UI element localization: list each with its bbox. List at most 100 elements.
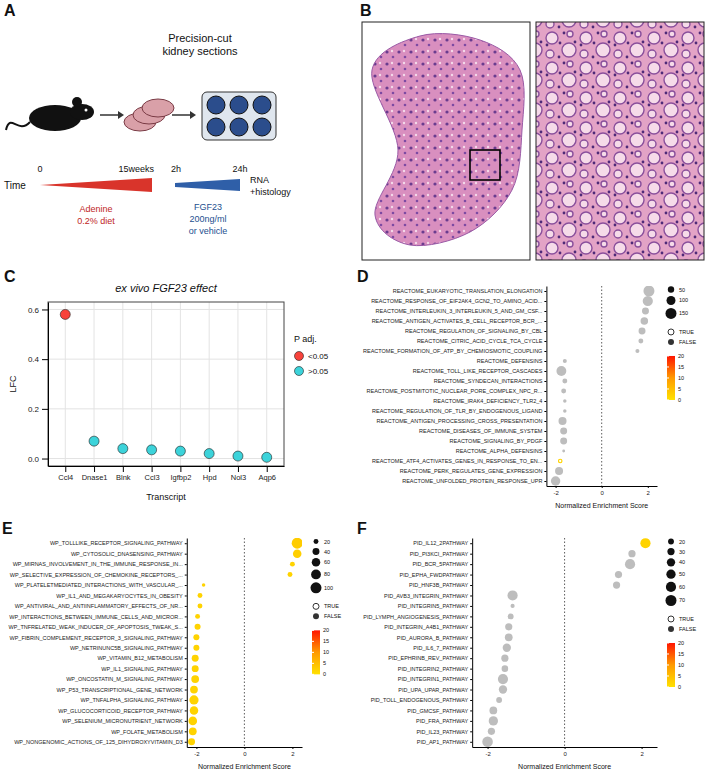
mouse-ear xyxy=(72,97,82,107)
point xyxy=(193,634,199,640)
point xyxy=(508,590,518,600)
tick: REACTOME_SYNDECAN_INTERACTIONS xyxy=(434,378,547,384)
zoom-box xyxy=(470,150,500,180)
point xyxy=(175,446,185,456)
tick-mark xyxy=(544,391,546,392)
legend-label: 50 xyxy=(679,287,685,293)
axis-line xyxy=(48,303,49,467)
colorbar xyxy=(667,356,675,400)
tick-label: WP_VITAMIN_B12_METABOLISM xyxy=(97,655,183,661)
tick: WP_GLUCOCORTICOID_RECEPTOR_PATHWAY xyxy=(58,708,187,714)
tick: -2 xyxy=(485,747,491,757)
panel-letter: F xyxy=(357,520,367,537)
tick-label: -2 xyxy=(553,490,559,496)
legend-label: 100 xyxy=(324,585,333,591)
tick: REACTOME_DEFENSINS xyxy=(477,358,547,364)
tick-label: 2 xyxy=(647,490,651,496)
tick: REACTOME_INTERLEUKIN_3_INTERLEUKIN_5_AND… xyxy=(376,308,547,314)
tick: Aqp6 xyxy=(258,466,276,482)
treatment: 200ng/ml xyxy=(189,214,226,224)
axis-line xyxy=(473,747,658,748)
point xyxy=(288,572,293,577)
colorbar-tick xyxy=(667,399,669,400)
tick: WP_PLATELETMEDIATED_INTERACTIONS_WITH_VA… xyxy=(15,582,187,588)
point xyxy=(489,716,498,725)
legend-size-key xyxy=(311,582,322,593)
tick-mark xyxy=(185,731,187,732)
point xyxy=(189,727,197,735)
axis: PID_IL12_2PATHWAYPID_PI3KCI_PATHWAYPID_B… xyxy=(363,539,472,748)
tick: PID_IL6_7_PATHWAY xyxy=(413,645,472,651)
tick-mark xyxy=(544,331,546,332)
tick-mark xyxy=(544,361,546,362)
tick-label: REACTOME_DISEASES_OF_IMMUNE_SYSTEM xyxy=(419,428,543,434)
plot-background xyxy=(48,302,284,466)
tick-label: PID_UPA_UPAR_PATHWAY xyxy=(398,687,468,693)
kidney-section xyxy=(372,34,524,246)
point xyxy=(635,349,639,353)
tick: REACTOME_REGULATION_OF_TLR_BY_ENDOGENOUS… xyxy=(372,408,546,414)
legend-shape-key xyxy=(668,626,674,632)
tick-mark xyxy=(65,466,66,472)
tick-label: PID_IL12_2PATHWAY xyxy=(413,540,468,546)
tick: WP_P53_TRANSCRIPTIONAL_GENE_NETWORK xyxy=(57,687,187,693)
point xyxy=(563,409,566,412)
point xyxy=(640,538,650,548)
tick: Nol3 xyxy=(231,466,246,482)
legend-label: 50 xyxy=(679,571,685,577)
axis: -2 0 2 xyxy=(547,486,658,496)
legend-label: 100 xyxy=(679,297,688,303)
point xyxy=(118,444,128,454)
tick-mark xyxy=(544,301,546,302)
point xyxy=(482,736,493,747)
well xyxy=(230,118,248,136)
tick-mark xyxy=(470,616,472,617)
colorbar-label: 5 xyxy=(678,386,681,392)
colorbar-label: 20 xyxy=(678,353,684,359)
legend-label: 60 xyxy=(679,584,685,590)
colorbar-tick xyxy=(312,663,314,664)
colorbar-tick xyxy=(312,652,314,653)
point xyxy=(628,550,635,557)
tick-label: PID_INTEGRIN5_PATHWAY xyxy=(398,603,469,609)
plot-frame xyxy=(48,302,284,466)
tick-label: REACTOME_POSTMITOTIC_NUCLEAR_PORE_COMPLE… xyxy=(367,388,543,394)
tick-mark xyxy=(544,421,546,422)
tick-mark xyxy=(185,554,187,555)
tick: REACTOME_UNFOLDED_PROTEIN_RESPONSE_UPR xyxy=(402,478,546,484)
colorbar-tick xyxy=(667,377,669,378)
legend-label: 80 xyxy=(324,571,330,577)
point xyxy=(192,655,199,662)
tick-mark xyxy=(544,291,546,292)
tick-mark xyxy=(544,411,546,412)
point xyxy=(563,359,567,363)
tick-mark xyxy=(209,466,210,472)
tick-label: 0 xyxy=(601,490,605,496)
tick: WP_FIBRIN_COMPLEMENT_RECEPTOR_3_SIGNALIN… xyxy=(9,635,186,641)
axis-title: Transcript xyxy=(146,492,186,502)
tick: REACTOME_TOLL_LIKE_RECEPTOR_CASCADES xyxy=(413,368,547,374)
legend: P adj.<0.05>0.05 xyxy=(294,334,329,376)
point xyxy=(488,728,495,735)
tick-label: WP_PLATELETMEDIATED_INTERACTIONS_WITH_VA… xyxy=(15,582,184,588)
tick-label: PID_IL6_7_PATHWAY xyxy=(413,645,468,651)
tick-mark xyxy=(185,606,187,607)
tick-mark xyxy=(185,543,187,544)
legend-label: FALSE xyxy=(679,339,696,345)
tick-label: REACTOME_DEFENSINS xyxy=(477,358,543,364)
grid-line xyxy=(48,359,284,360)
panel-letter: E xyxy=(2,520,13,537)
tick-label: WP_GLUCOCORTICOID_RECEPTOR_PATHWAY xyxy=(58,708,183,714)
tick-label: PID_AP1_PATHWAY xyxy=(417,739,469,745)
point xyxy=(233,451,243,461)
legend-shape-key xyxy=(313,603,319,609)
colorbar-label: 15 xyxy=(323,638,329,644)
colorbar-tick xyxy=(667,686,669,687)
tick-label: PID_FRA_PATHWAY xyxy=(416,718,468,724)
legend-label: >0.05 xyxy=(308,367,329,376)
tick: REACTOME_REGULATION_OF_SIGNALING_BY_CBL xyxy=(405,328,546,334)
tick-label: 0 xyxy=(243,751,247,757)
colorbar-tick xyxy=(667,653,669,654)
tick-mark xyxy=(470,627,472,628)
tick-label: REACTOME_REGULATION_OF_SIGNALING_BY_CBL xyxy=(405,328,542,334)
